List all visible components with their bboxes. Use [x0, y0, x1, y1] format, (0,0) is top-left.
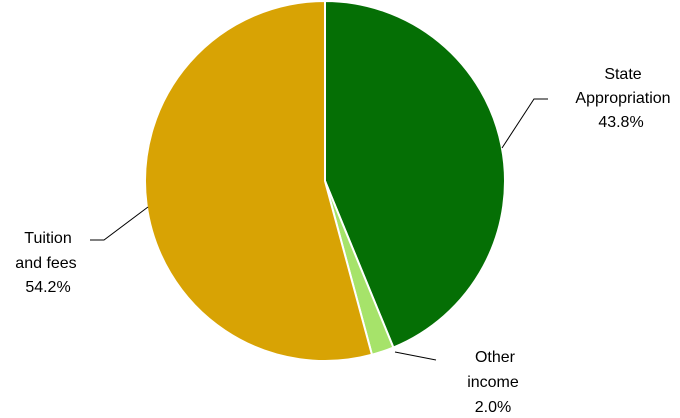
slice-value-state-appropriation: 43.8%: [598, 114, 643, 131]
pie-slice-tuition-and-fees: [144, 0, 374, 362]
leader-line-tuition-and-fees: [90, 206, 149, 241]
slice-label-tuition-line2: and fees: [15, 255, 76, 272]
pie-slice-state-appropriation: [324, 0, 506, 349]
slice-value-tuition: 54.2%: [25, 279, 70, 296]
pie-slices: [144, 0, 506, 362]
leader-line-state-appropriation: [501, 98, 548, 149]
slice-value-other-income: 2.0%: [475, 399, 511, 416]
slice-label-other-income-line1: Other: [475, 349, 516, 366]
slice-label-state-appropriation-line2: Appropriation: [575, 90, 670, 107]
leader-lines: [90, 98, 548, 361]
leader-line-other-income: [394, 351, 437, 361]
slice-label-state-appropriation-line1: State: [604, 66, 641, 83]
slice-label-other-income-line2: income: [467, 374, 519, 391]
slice-label-tuition-line1: Tuition: [24, 230, 71, 247]
